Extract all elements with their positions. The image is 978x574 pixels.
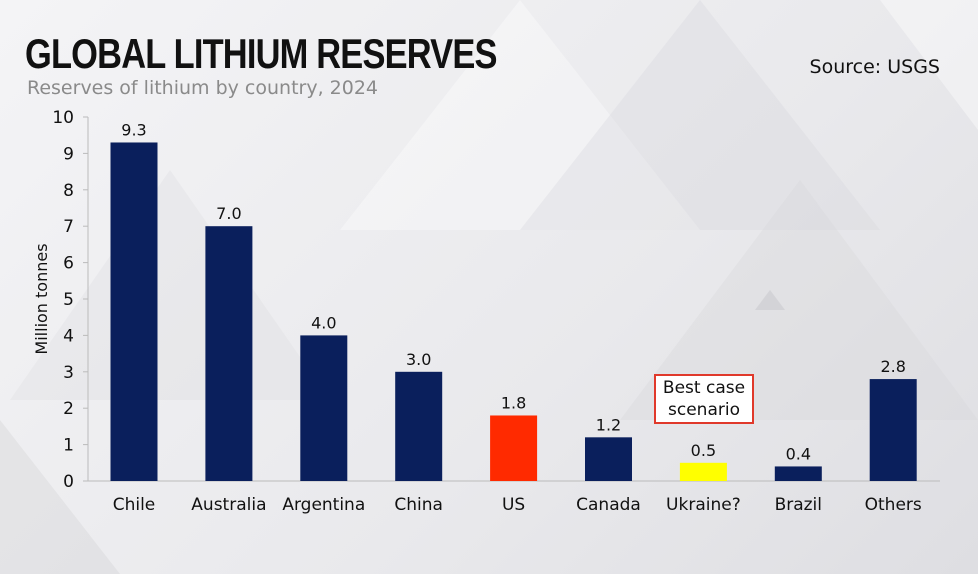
y-tick-label: 8 — [63, 181, 74, 201]
x-tick-label: Others — [865, 495, 922, 515]
bar-chile — [110, 142, 158, 482]
annotation-line2: scenario — [668, 400, 740, 420]
data-label: 1.8 — [501, 393, 526, 412]
x-tick-label: Australia — [191, 495, 266, 515]
bar-australia — [205, 226, 253, 481]
y-tick-label: 4 — [63, 326, 74, 346]
y-axis-label: Million tonnes — [32, 243, 51, 354]
data-label: 0.4 — [786, 444, 811, 463]
x-tick-label: Ukraine? — [666, 495, 741, 515]
bar-china — [395, 371, 443, 481]
x-tick-label: China — [394, 495, 443, 515]
chart-title: GLOBAL LITHIUM RESERVES — [25, 30, 497, 77]
data-label: 2.8 — [880, 357, 905, 376]
y-tick-label: 1 — [63, 436, 74, 456]
chart-subtitle: Reserves of lithium by country, 2024 — [27, 77, 379, 99]
x-tick-label: Brazil — [775, 495, 822, 515]
source-label: Source: USGS — [809, 56, 940, 78]
y-tick-label: 3 — [63, 363, 74, 383]
best-case-annotation: Best case scenario — [654, 374, 754, 424]
y-tick-label: 5 — [63, 290, 74, 310]
x-tick-label: Chile — [113, 495, 156, 515]
bars: 9.3 Chile 7.0 Australia 4.0 Argentina 3.0 China… — [110, 120, 922, 515]
data-label: 3.0 — [406, 350, 431, 369]
y-tick-label: 2 — [63, 399, 74, 419]
bar-brazil — [774, 466, 822, 481]
y-tick-label: 0 — [63, 472, 74, 492]
annotation-line1: Best case — [662, 378, 746, 398]
data-label: 4.0 — [311, 313, 336, 332]
x-tick-label: US — [502, 495, 525, 515]
bar-others — [869, 379, 917, 481]
y-tick-label: 9 — [63, 144, 74, 164]
y-tick-label: 6 — [63, 254, 74, 274]
data-label: 1.2 — [596, 415, 621, 434]
x-tick-label: Canada — [576, 495, 641, 515]
x-tick-label: Argentina — [282, 495, 365, 515]
y-tick-label: 7 — [63, 217, 74, 237]
data-label: 7.0 — [216, 204, 241, 223]
bar-canada — [585, 437, 632, 481]
data-label: 9.3 — [121, 120, 146, 139]
bar-us — [490, 415, 538, 481]
y-tick-label: 10 — [52, 108, 74, 128]
bar-ukraine — [679, 462, 727, 481]
data-label: 0.5 — [691, 441, 716, 460]
bar-argentina — [300, 335, 348, 481]
